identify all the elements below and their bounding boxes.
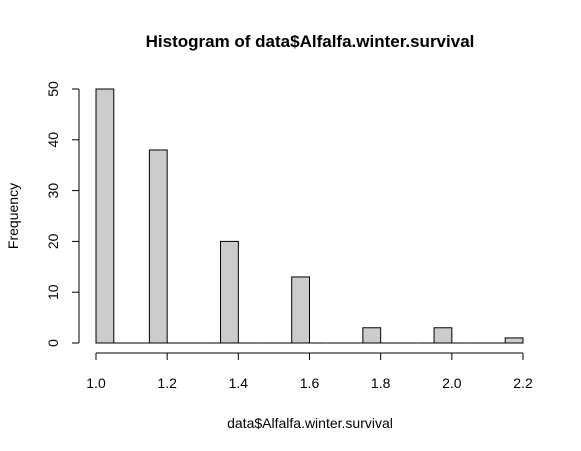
x-tick-label: 2.0 bbox=[442, 375, 462, 391]
y-tick-label: 10 bbox=[45, 284, 61, 300]
histogram-bar bbox=[221, 241, 239, 343]
chart-title: Histogram of data$Alfalfa.winter.surviva… bbox=[146, 32, 475, 51]
histogram-bar bbox=[96, 89, 114, 343]
x-axis: 1.0 1.2 1.4 1.6 1.8 2.0 2.2 bbox=[86, 353, 533, 391]
histogram-bar bbox=[292, 277, 310, 343]
x-tick-label: 1.4 bbox=[229, 375, 249, 391]
histogram-bar bbox=[149, 150, 167, 343]
histogram-bar bbox=[505, 338, 523, 343]
x-tick-label: 1.6 bbox=[300, 375, 320, 391]
y-tick-label: 0 bbox=[45, 339, 61, 347]
y-tick-label: 40 bbox=[45, 132, 61, 148]
x-tick-label: 2.2 bbox=[513, 375, 533, 391]
x-tick-label: 1.0 bbox=[86, 375, 106, 391]
y-axis: 0 10 20 30 40 50 bbox=[45, 81, 79, 347]
y-tick-label: 50 bbox=[45, 81, 61, 97]
x-tick-label: 1.2 bbox=[157, 375, 177, 391]
histogram-bar bbox=[434, 328, 452, 343]
y-tick-label: 20 bbox=[45, 233, 61, 249]
histogram-bar bbox=[363, 328, 381, 343]
x-tick-label: 1.8 bbox=[371, 375, 391, 391]
x-axis-label: data$Alfalfa.winter.survival bbox=[227, 415, 393, 431]
y-tick-label: 30 bbox=[45, 183, 61, 199]
y-axis-label: Frequency bbox=[5, 183, 21, 249]
bars-group bbox=[96, 89, 523, 343]
